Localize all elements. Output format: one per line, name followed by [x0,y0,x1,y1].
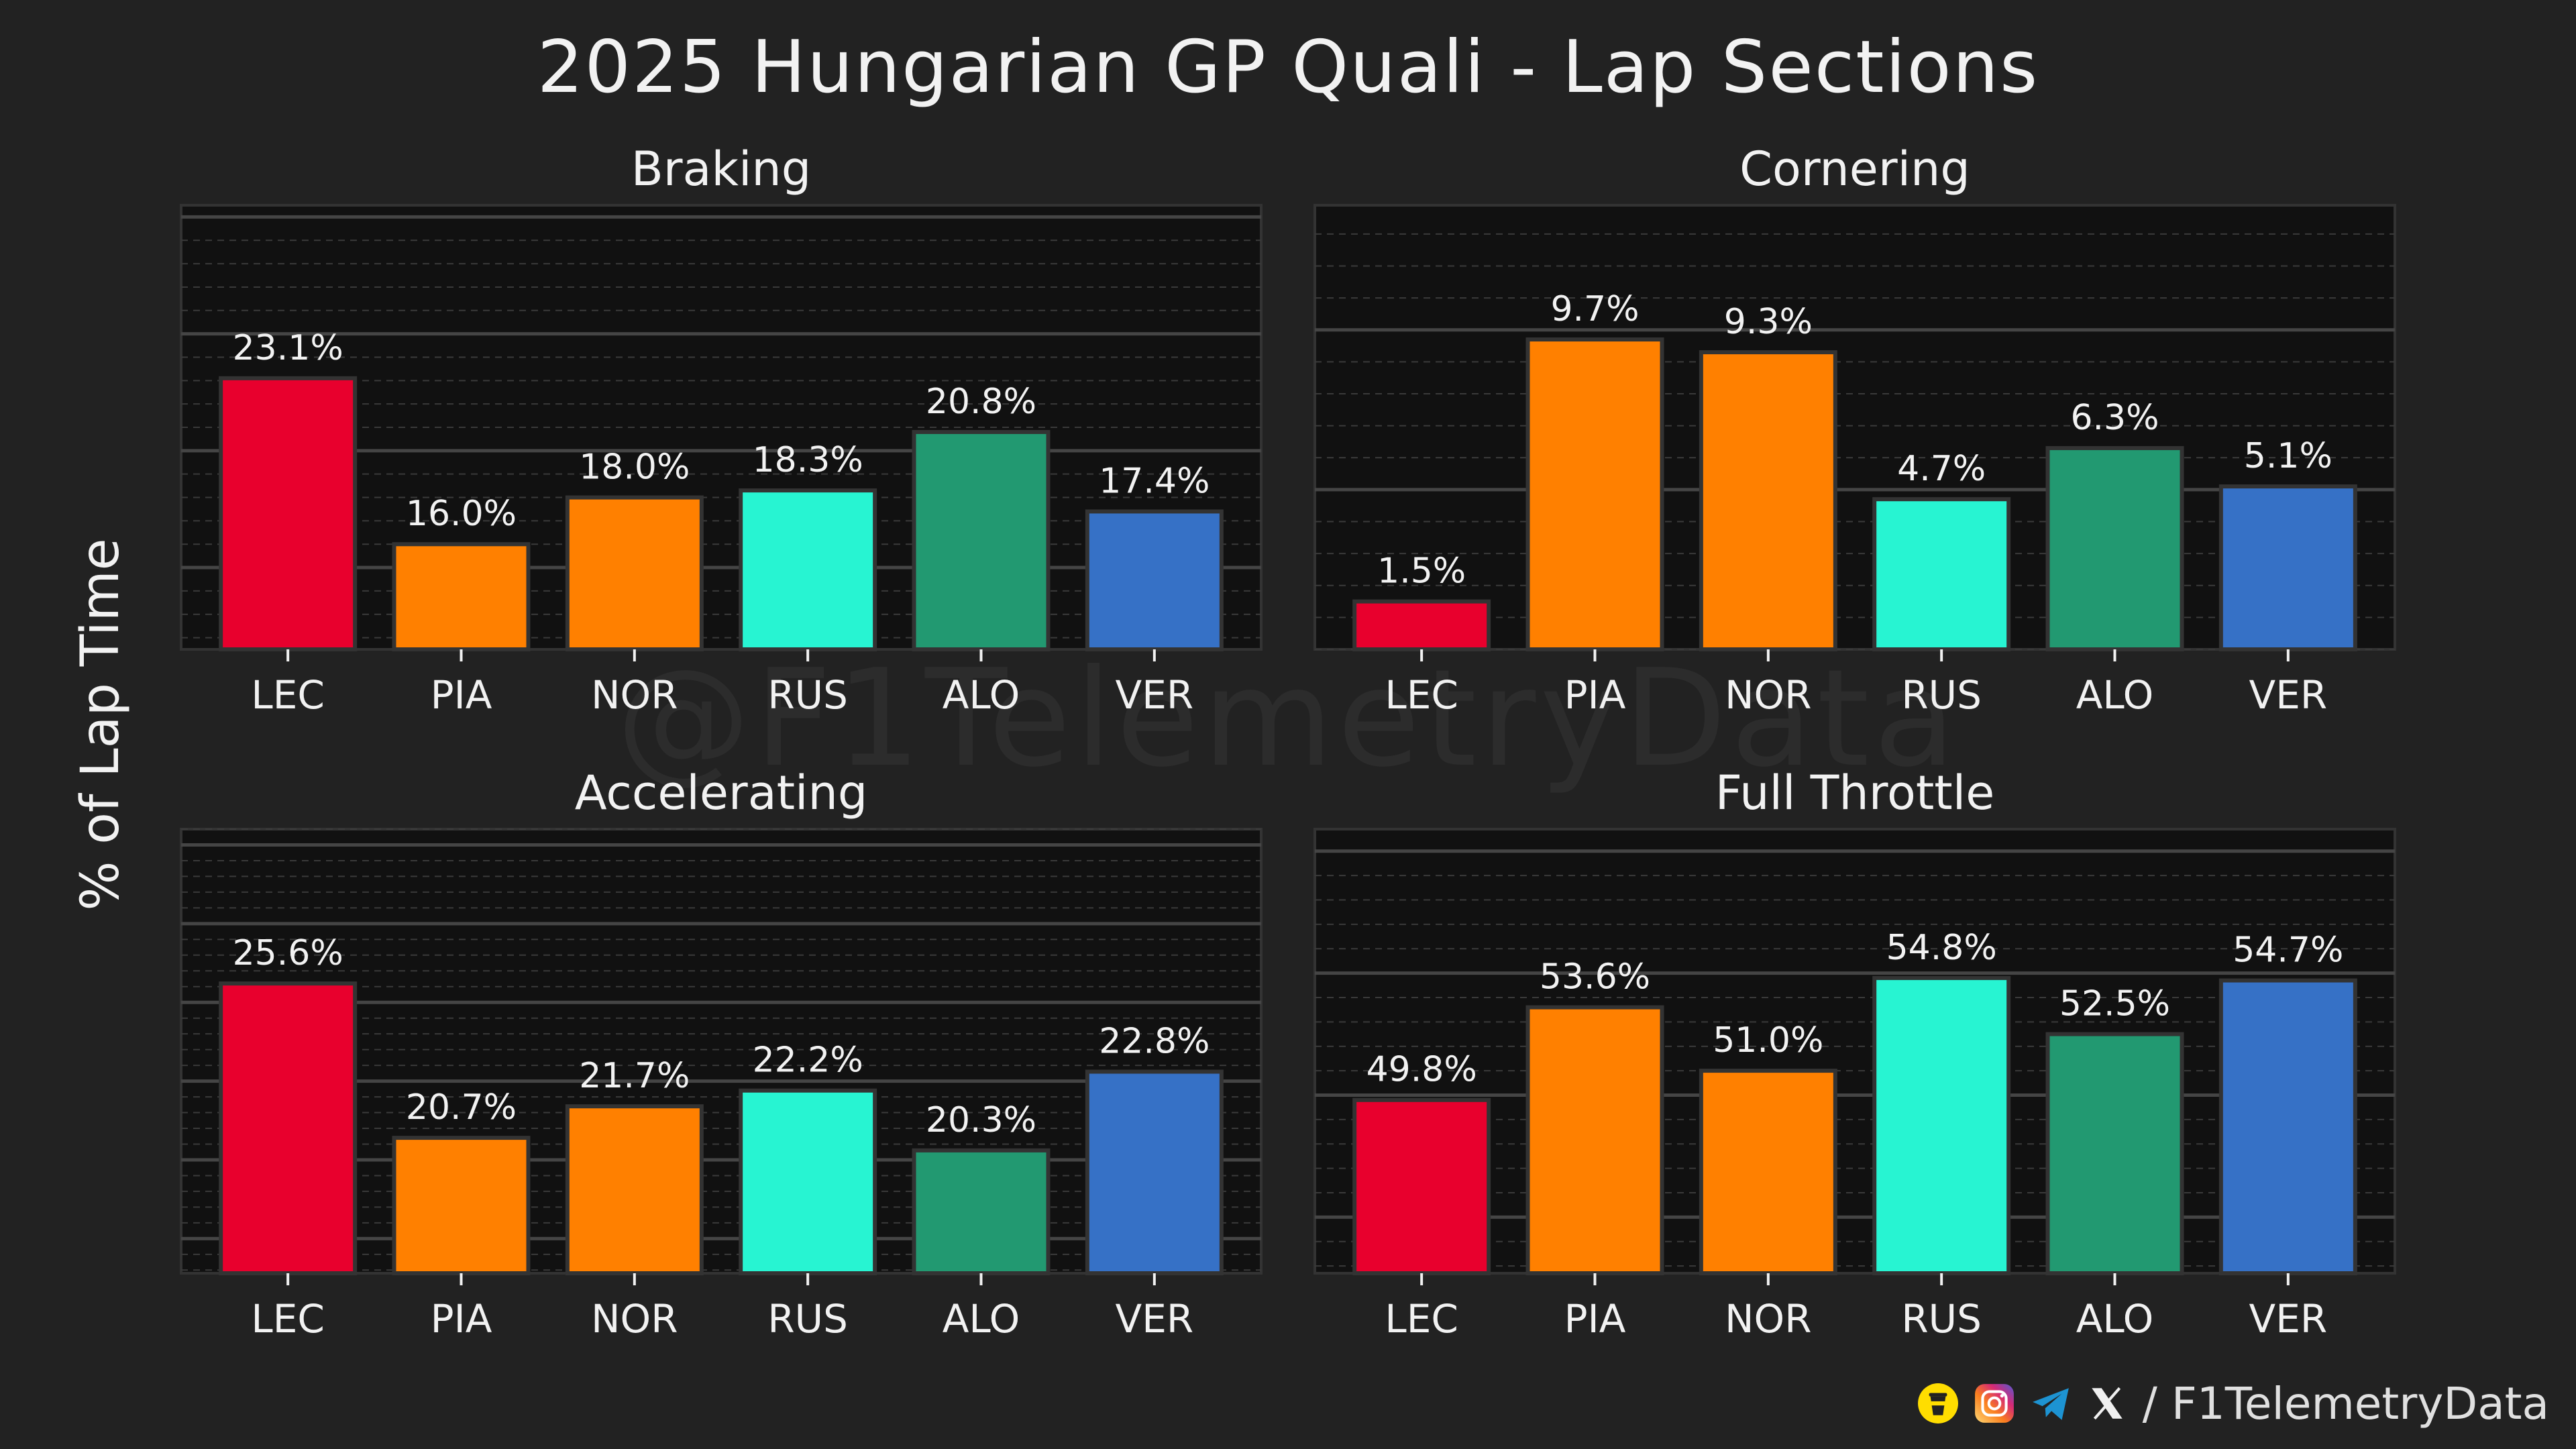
bar-accelerating-rus [739,1088,877,1276]
data-label: 25.6% [233,933,343,973]
bar-cornering-rus [1872,497,2011,651]
plot-area-accelerating [180,828,1263,1275]
x-tick-label: NOR [591,1296,678,1342]
data-label: 4.7% [1897,449,1986,489]
x-tick-label: VER [2249,1296,2328,1342]
x-tick-label: PIA [1564,672,1626,718]
data-label: 18.3% [753,440,863,480]
data-label: 54.8% [1886,928,1997,968]
bar-full-throttle-rus [1872,975,2011,1276]
bar-full-throttle-pia [1525,1005,1664,1275]
x-tick-label: LEC [251,1296,324,1342]
plot-area-full-throttle [1313,828,2396,1275]
x-tick-label: RUS [1901,672,1982,718]
bar-accelerating-lec [219,981,358,1276]
panel-cornering: Cornering 1.5% LEC 9.7% PIA 9.3% NOR 4.7% RUS 6.3… [1313,142,2396,718]
x-tick-label: LEC [1385,672,1458,718]
data-label: 1.5% [1377,551,1466,592]
data-label: 22.2% [753,1040,863,1081]
data-label: 53.6% [1540,957,1650,998]
bar-full-throttle-alo [2045,1032,2184,1275]
data-label: 17.4% [1099,461,1210,501]
x-tick-label: PIA [431,1296,492,1342]
bar-accelerating-nor [565,1104,704,1275]
bar-cornering-ver [2218,484,2357,651]
bar-full-throttle-nor [1699,1069,1837,1275]
data-label: 16.0% [406,494,517,534]
data-label: 22.8% [1099,1022,1210,1062]
bar-braking-ver [1085,509,1224,651]
bar-full-throttle-ver [2218,978,2357,1275]
bar-accelerating-ver [1085,1069,1224,1275]
x-tick-label: VER [2249,672,2328,718]
x-tick-label: LEC [251,672,324,718]
telegram-icon[interactable] [2030,1383,2072,1424]
data-label: 20.7% [406,1087,517,1128]
bar-braking-rus [739,488,877,651]
x-tick-label: NOR [591,672,678,718]
data-label: 9.7% [1550,289,1639,329]
bar-braking-pia [392,542,531,651]
bar-full-throttle-lec [1352,1097,1491,1275]
x-tick-label: PIA [431,672,492,718]
data-label: 21.7% [579,1056,690,1096]
x-icon[interactable] [2086,1383,2128,1424]
data-label: 23.1% [233,328,343,368]
bar-braking-lec [219,376,358,652]
bar-braking-alo [912,429,1051,652]
x-tick-label: RUS [767,1296,848,1342]
x-tick-label: NOR [1725,1296,1811,1342]
data-label: 5.1% [2244,436,2332,476]
panel-title-full-throttle: Full Throttle [1715,765,1995,820]
x-tick-label: ALO [943,672,1020,718]
panel-title-accelerating: Accelerating [575,765,868,820]
panel-accelerating: Accelerating 25.6% LEC 20.7% PIA 21.7% NOR 22.2… [180,765,1263,1342]
instagram-icon[interactable] [1974,1383,2015,1424]
x-tick-label: PIA [1564,1296,1626,1342]
data-label: 20.3% [926,1100,1036,1140]
panel-title-braking: Braking [631,142,811,197]
x-tick-label: ALO [2076,1296,2154,1342]
bmc-icon[interactable] [1917,1383,1959,1424]
plot-area-cornering [1313,204,2396,651]
data-label: 6.3% [2070,398,2159,438]
panel-full-throttle: Full Throttle 49.8% LEC 53.6% PIA 51.0% NOR 54.… [1313,765,2396,1342]
x-tick-label: LEC [1385,1296,1458,1342]
x-tick-label: ALO [943,1296,1020,1342]
bar-cornering-lec [1352,599,1491,652]
panel-braking: Braking 23.1% LEC 16.0% PIA 18.0% NOR 18.3% RUS 2… [180,142,1263,718]
x-tick-label: NOR [1725,672,1811,718]
data-label: 9.3% [1724,302,1813,342]
x-tick-label: RUS [1901,1296,1982,1342]
chart-title: 2025 Hungarian GP Quali - Lap Sections [537,25,2039,109]
bar-braking-nor [565,495,704,651]
footer-handle[interactable]: / F1TelemetryData [2142,1377,2549,1430]
data-label: 49.8% [1366,1050,1477,1090]
data-label: 52.5% [2059,984,2170,1024]
footer: / F1TelemetryData [1917,1377,2549,1430]
panel-title-cornering: Cornering [1739,142,1970,197]
bar-cornering-pia [1525,337,1664,651]
data-label: 51.0% [1713,1020,1823,1061]
x-tick-label: ALO [2076,672,2154,718]
bar-accelerating-pia [392,1136,531,1276]
data-label: 54.7% [2233,930,2343,971]
x-tick-label: VER [1116,672,1194,718]
x-tick-label: VER [1116,1296,1194,1342]
data-label: 18.0% [579,447,690,488]
bar-accelerating-alo [912,1148,1051,1276]
x-tick-label: RUS [767,672,848,718]
bar-cornering-nor [1699,350,1837,652]
data-label: 20.8% [926,382,1036,422]
bar-cornering-alo [2045,445,2184,651]
